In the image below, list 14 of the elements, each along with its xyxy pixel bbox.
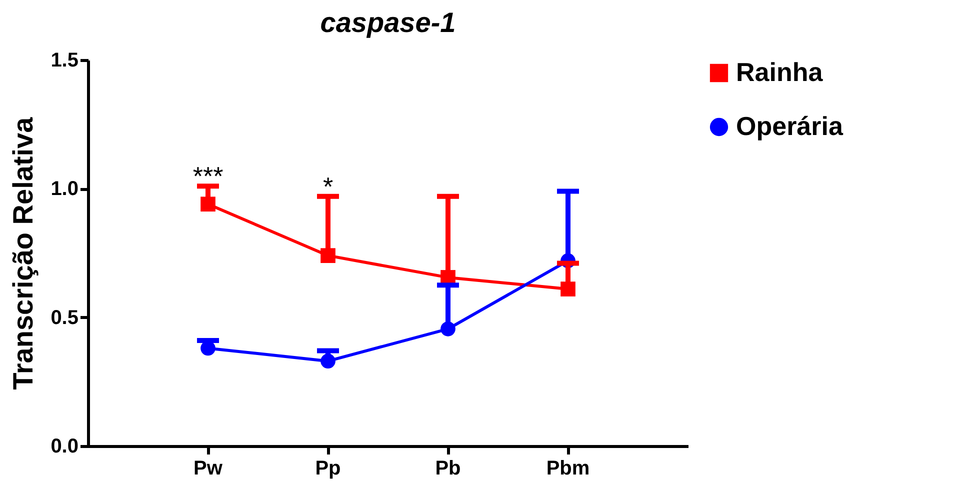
y-tick-label: 0.5 <box>50 306 78 329</box>
x-tick-label: Pp <box>315 458 341 480</box>
y-axis-title: Transcrição Relativa <box>8 116 39 390</box>
y-tick-label: 1.0 <box>50 178 78 200</box>
annotation: * <box>322 171 334 202</box>
y-tick-label: 0.0 <box>50 436 78 458</box>
legend-label: Operária <box>736 111 844 141</box>
y-tick-label: 1.5 <box>50 50 78 72</box>
annotation: *** <box>192 161 224 192</box>
chart-title: caspase-1 <box>320 7 456 38</box>
x-tick-label: Pb <box>435 458 461 480</box>
x-tick-label: Pw <box>194 458 223 480</box>
x-tick-label: Pbm <box>546 458 590 480</box>
legend-label: Rainha <box>736 57 824 87</box>
